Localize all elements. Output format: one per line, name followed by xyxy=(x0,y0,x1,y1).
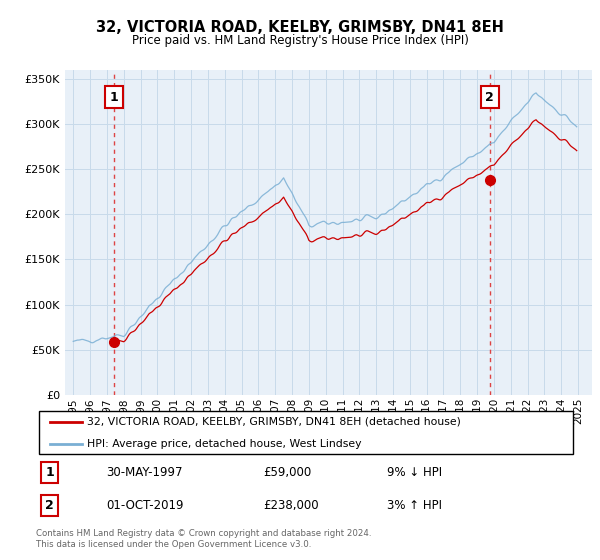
Text: 01-OCT-2019: 01-OCT-2019 xyxy=(106,498,184,512)
Text: 30-MAY-1997: 30-MAY-1997 xyxy=(106,465,182,479)
Text: £238,000: £238,000 xyxy=(263,498,319,512)
Text: 32, VICTORIA ROAD, KEELBY, GRIMSBY, DN41 8EH: 32, VICTORIA ROAD, KEELBY, GRIMSBY, DN41… xyxy=(96,20,504,35)
Text: 9% ↓ HPI: 9% ↓ HPI xyxy=(387,465,442,479)
Text: 3% ↑ HPI: 3% ↑ HPI xyxy=(387,498,442,512)
Text: £59,000: £59,000 xyxy=(263,465,311,479)
Text: HPI: Average price, detached house, West Lindsey: HPI: Average price, detached house, West… xyxy=(88,438,362,449)
Text: Price paid vs. HM Land Registry's House Price Index (HPI): Price paid vs. HM Land Registry's House … xyxy=(131,34,469,46)
Text: 1: 1 xyxy=(45,465,54,479)
Text: 1: 1 xyxy=(109,91,118,104)
Text: 2: 2 xyxy=(45,498,54,512)
Text: 2: 2 xyxy=(485,91,494,104)
FancyBboxPatch shape xyxy=(39,411,574,454)
Text: 32, VICTORIA ROAD, KEELBY, GRIMSBY, DN41 8EH (detached house): 32, VICTORIA ROAD, KEELBY, GRIMSBY, DN41… xyxy=(88,417,461,427)
Text: Contains HM Land Registry data © Crown copyright and database right 2024.
This d: Contains HM Land Registry data © Crown c… xyxy=(36,529,371,549)
